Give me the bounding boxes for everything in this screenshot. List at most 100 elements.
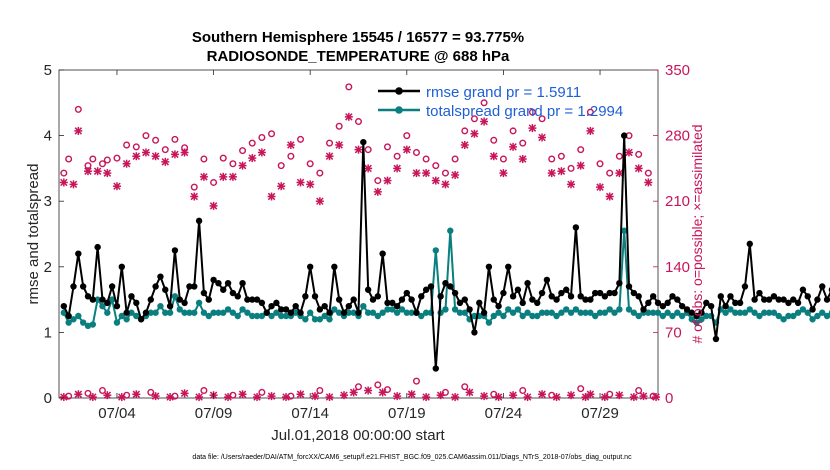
totalspread-point (814, 312, 821, 320)
rmse-point (640, 306, 647, 313)
y-tick-label-left: 0 (44, 390, 52, 407)
totalspread-point (732, 309, 739, 316)
totalspread-point (823, 312, 830, 320)
totalspread-point (331, 306, 338, 313)
obs-possible-marker (60, 169, 68, 177)
legend-marker-totalspread (395, 106, 403, 114)
totalspread-point (572, 306, 580, 313)
totalspread-point (176, 306, 183, 313)
obs-assimilated-marker (373, 187, 382, 196)
totalspread-point (587, 309, 594, 316)
rmse-point (99, 296, 106, 303)
rmse-point (770, 293, 778, 300)
axes: 0 1 2 3 4 5 0 70 140 210 280 350 07/04 07/09 07/14 07/1… (44, 62, 690, 422)
rmse-point (741, 283, 749, 290)
rmse-point (60, 302, 68, 310)
totalspread-point (703, 312, 710, 320)
totalspread-point (819, 309, 826, 316)
rmse-point (490, 296, 497, 303)
totalspread-point (345, 309, 353, 316)
rmse-point (326, 309, 333, 316)
obs-assimilated-marker (509, 142, 518, 151)
rmse-point (630, 289, 638, 297)
totalspread-point (393, 309, 401, 316)
obs-assimilated-marker (470, 129, 479, 138)
obs-possible-marker (123, 141, 131, 149)
obs-possible-marker (499, 155, 507, 163)
obs-assimilated-marker (354, 145, 363, 154)
rmse-point (321, 302, 328, 310)
rmse-point (316, 306, 324, 313)
rmse-point (814, 296, 821, 303)
obs-possible-marker (586, 108, 594, 116)
rmse-point (335, 296, 343, 303)
obs-possible-marker (277, 162, 285, 170)
totalspread-point (451, 306, 459, 313)
obs-assimilated-marker (335, 140, 344, 149)
rmse-point (437, 293, 444, 300)
y-tick-label-left: 2 (44, 259, 52, 276)
obs-possible-marker (519, 387, 527, 395)
totalspread-point (108, 296, 116, 303)
obs-assimilated-marker (499, 169, 508, 178)
rmse-point (804, 293, 811, 300)
rmse-point (75, 250, 82, 257)
totalspread-point (118, 312, 125, 320)
rmse-point (166, 302, 174, 310)
obs-assimilated-marker (494, 393, 503, 402)
rmse-point (108, 283, 116, 290)
rmse-point (422, 286, 430, 293)
y-tick-label-right: 210 (665, 193, 690, 210)
rmse-point (171, 247, 179, 254)
rmse-point (210, 276, 217, 284)
totalspread-point (191, 309, 198, 316)
rmse-point (495, 302, 502, 310)
totalspread-point (538, 309, 546, 316)
obs-assimilated-marker (248, 154, 257, 163)
totalspread-point (374, 312, 382, 320)
obs-possible-marker (65, 392, 73, 400)
obs-assimilated-marker (74, 390, 83, 399)
obs-possible-marker (470, 115, 478, 123)
rmse-point (794, 299, 802, 307)
obs-assimilated-marker (364, 164, 373, 173)
rmse-point (519, 299, 526, 307)
rmse-point (84, 293, 92, 300)
rmse-line (62, 135, 830, 369)
rmse-point (297, 309, 304, 316)
totalspread-point (398, 306, 406, 313)
rmse-point (809, 306, 816, 313)
rmse-point (616, 280, 623, 287)
obs-possible-marker (113, 154, 121, 162)
obs-assimilated-marker (277, 182, 286, 191)
rmse-point (620, 132, 628, 139)
obs-possible-marker (142, 132, 150, 140)
rmse-point (548, 293, 555, 300)
obs-assimilated-marker (296, 390, 305, 399)
obs-possible-marker (103, 156, 111, 164)
obs-possible-marker (635, 150, 643, 158)
obs-assimilated-marker (567, 180, 576, 189)
obs-assimilated-marker (151, 392, 160, 401)
totalspread-point (635, 312, 642, 320)
obs-possible-marker (219, 154, 227, 162)
rmse-point (442, 280, 449, 287)
rmse-point (258, 299, 266, 307)
totalspread-point (302, 316, 309, 323)
obs-possible-marker (432, 162, 440, 170)
obs-possible-marker (74, 105, 82, 113)
totalspread-point (418, 312, 425, 320)
obs-possible-marker (577, 146, 585, 154)
obs-possible-marker (306, 160, 314, 168)
obs-assimilated-marker (180, 148, 189, 157)
obs-possible-marker (132, 143, 140, 151)
rmse-point (113, 302, 121, 310)
rmse-point (785, 299, 792, 307)
totalspread-point (780, 316, 787, 323)
totalspread-point (548, 309, 555, 316)
obs-possible-marker (364, 146, 372, 154)
rmse-point (282, 306, 290, 313)
rmse-point (306, 263, 314, 270)
obs-possible-marker (229, 160, 237, 168)
rmse-point (543, 276, 551, 284)
